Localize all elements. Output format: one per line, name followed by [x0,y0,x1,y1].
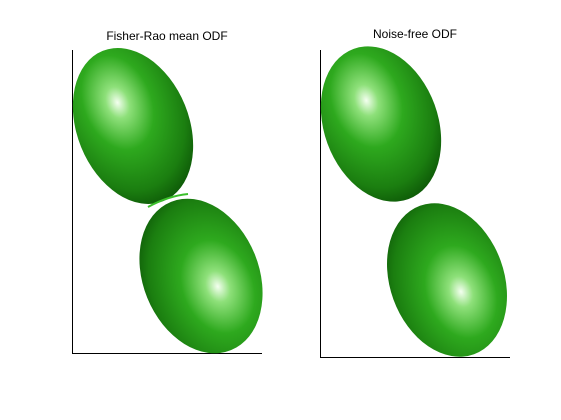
left-panel-axes [72,50,262,354]
left-lower-lobe [139,198,263,354]
panel-title-noise-free: Noise-free ODF [372,27,458,41]
left-upper-lobe [72,48,194,204]
right-upper-lobe [320,46,442,202]
right-panel-axes [320,50,510,358]
panel-title-fisher-rao: Fisher-Rao mean ODF [106,29,228,43]
fisher-rao-odf-glyph [72,48,263,354]
right-lower-lobe [387,203,507,357]
noise-free-odf-glyph [320,46,507,357]
left-lobe-junction [147,193,189,208]
